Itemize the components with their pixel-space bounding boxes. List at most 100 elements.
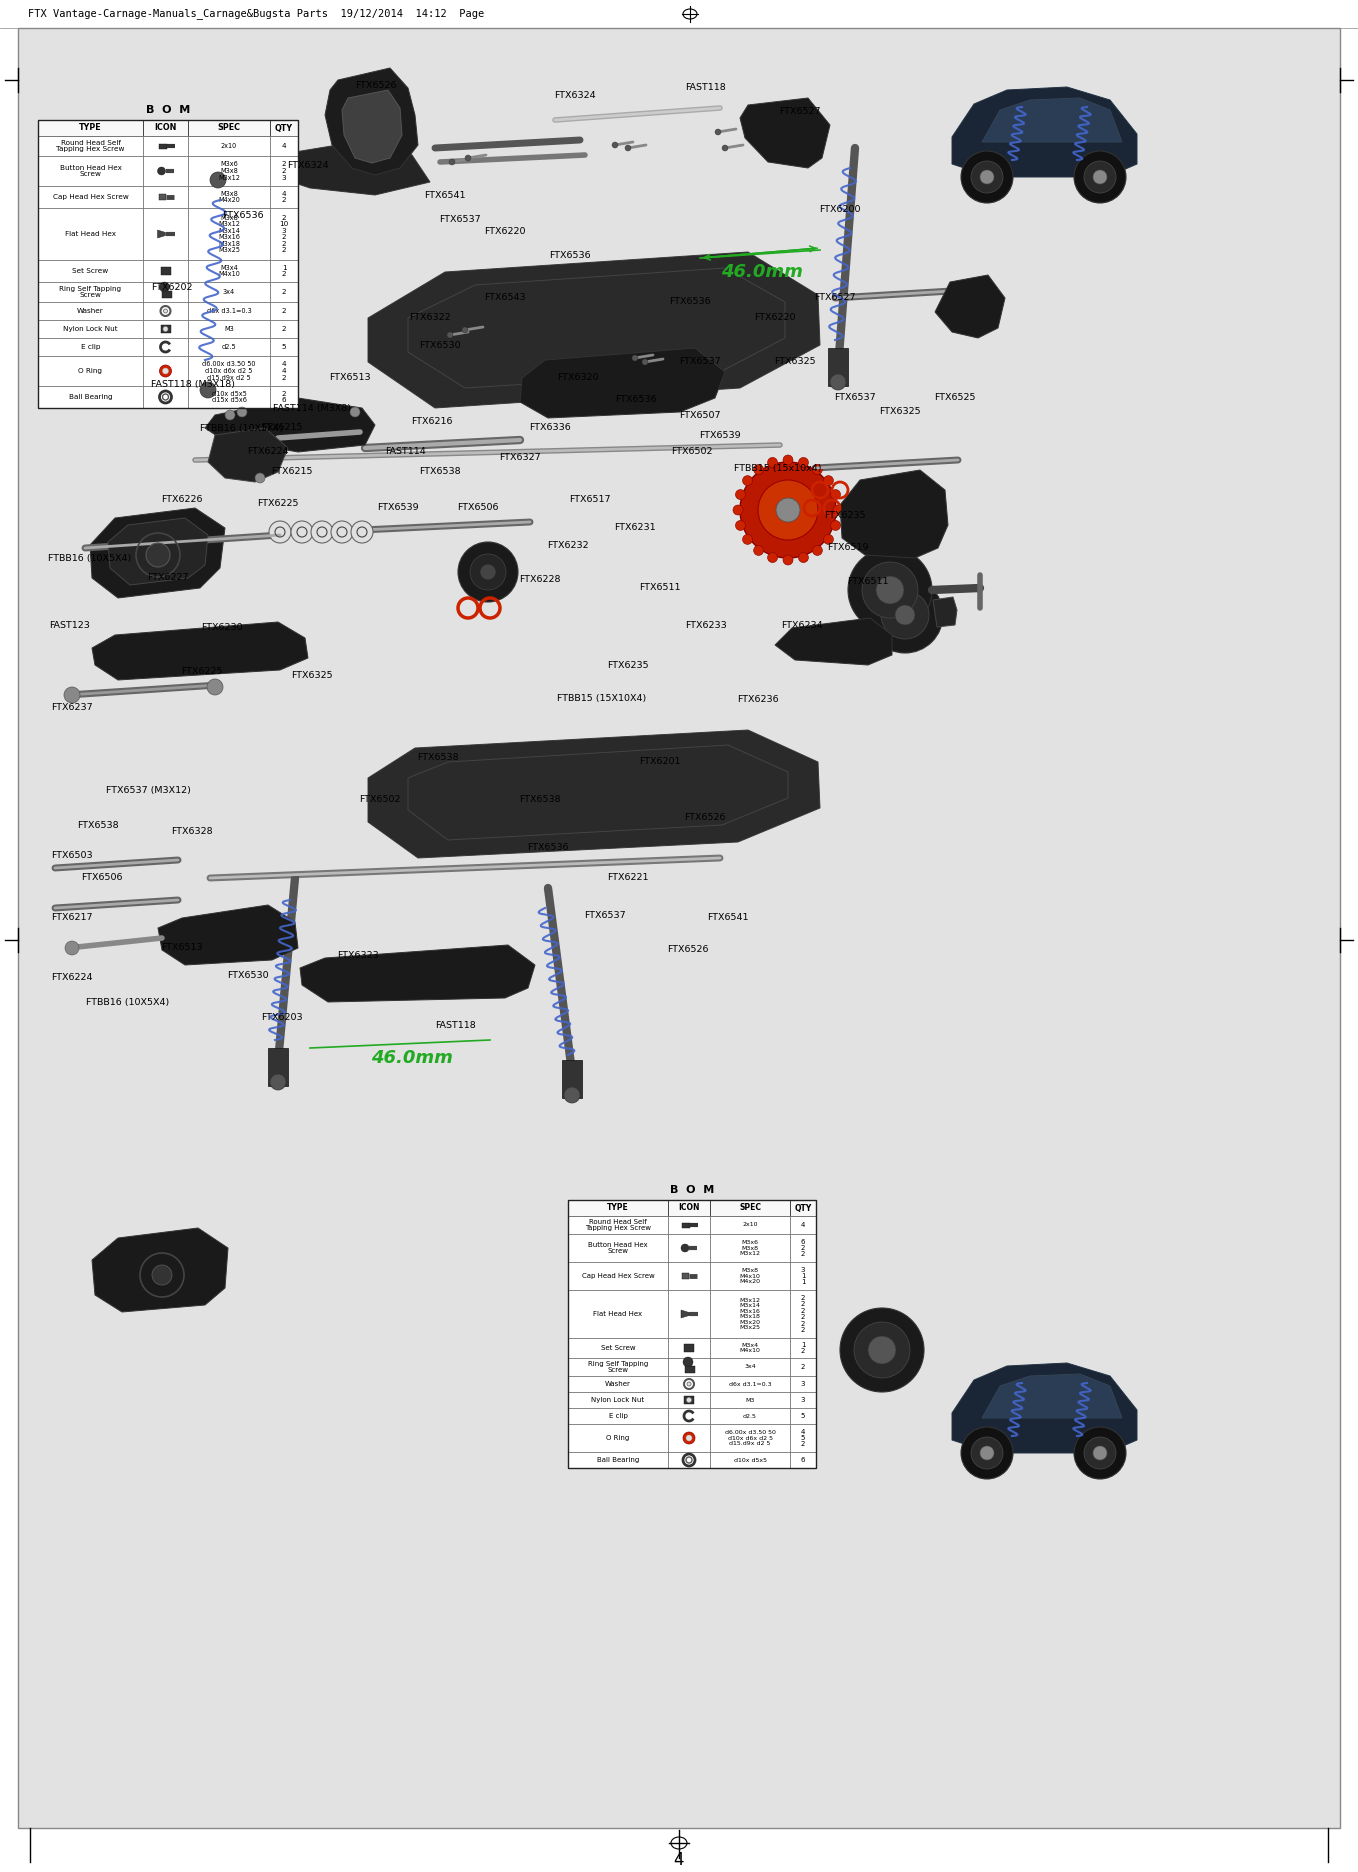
Bar <box>270 185 297 208</box>
Text: FTBB16 (10X5X4): FTBB16 (10X5X4) <box>49 554 132 562</box>
Text: FTX6224: FTX6224 <box>247 447 289 457</box>
Bar <box>790 1290 816 1338</box>
Bar <box>143 208 187 260</box>
Text: FTX6536: FTX6536 <box>527 844 569 852</box>
Bar <box>270 339 297 356</box>
Circle shape <box>799 552 808 563</box>
Circle shape <box>743 475 752 485</box>
Text: FTX6325: FTX6325 <box>879 408 921 416</box>
Text: M3x4
M4x10: M3x4 M4x10 <box>740 1342 760 1353</box>
Text: 2: 2 <box>801 1365 805 1370</box>
Text: 3x4: 3x4 <box>744 1365 756 1370</box>
Bar <box>270 283 297 301</box>
Bar <box>562 1060 583 1099</box>
Text: FTX6502: FTX6502 <box>671 447 713 457</box>
Circle shape <box>612 142 618 148</box>
Polygon shape <box>775 618 892 665</box>
Text: 2
2
2
2
2
2: 2 2 2 2 2 2 <box>801 1295 805 1333</box>
Circle shape <box>716 129 721 135</box>
Text: 4
4
2: 4 4 2 <box>281 361 287 380</box>
Circle shape <box>1093 170 1107 183</box>
Circle shape <box>775 498 800 522</box>
Text: FTX6233: FTX6233 <box>686 620 727 629</box>
Text: Nylon Lock Nut: Nylon Lock Nut <box>592 1397 645 1402</box>
Bar <box>143 386 187 408</box>
Circle shape <box>350 520 373 543</box>
Bar <box>710 1200 790 1217</box>
Bar <box>710 1338 790 1357</box>
Polygon shape <box>680 1310 689 1318</box>
Text: FTX6541: FTX6541 <box>424 191 466 200</box>
Polygon shape <box>841 470 948 558</box>
Bar <box>710 1357 790 1376</box>
Text: M3x8
M4x20: M3x8 M4x20 <box>219 191 240 204</box>
Text: FTX6530: FTX6530 <box>227 970 269 979</box>
Circle shape <box>631 356 638 361</box>
Circle shape <box>854 1322 910 1378</box>
Bar <box>143 320 187 339</box>
Text: FTX6539: FTX6539 <box>699 431 741 440</box>
Polygon shape <box>92 1228 228 1312</box>
Circle shape <box>158 167 166 174</box>
Polygon shape <box>205 399 375 451</box>
Bar <box>668 1376 710 1393</box>
Text: FTX6325: FTX6325 <box>291 670 333 680</box>
Circle shape <box>812 464 823 474</box>
Text: E clip: E clip <box>608 1413 627 1419</box>
Text: FTX6536: FTX6536 <box>223 210 263 219</box>
Bar <box>710 1262 790 1290</box>
Text: FTX6336: FTX6336 <box>530 423 570 432</box>
Text: FTX6526: FTX6526 <box>684 814 725 822</box>
Text: Set Screw: Set Screw <box>72 268 109 273</box>
Circle shape <box>683 1432 695 1443</box>
Circle shape <box>866 577 942 653</box>
Text: FTX6507: FTX6507 <box>679 410 721 419</box>
Text: SPEC: SPEC <box>217 124 240 133</box>
Bar <box>38 137 143 155</box>
Bar <box>143 137 187 155</box>
Text: FTX6543: FTX6543 <box>485 294 526 303</box>
Circle shape <box>65 942 79 955</box>
Bar <box>710 1393 790 1408</box>
Circle shape <box>799 457 808 468</box>
Circle shape <box>64 687 80 704</box>
Bar <box>668 1357 710 1376</box>
Bar <box>790 1393 816 1408</box>
Circle shape <box>971 161 1004 193</box>
Bar <box>38 339 143 356</box>
Text: FTX6513: FTX6513 <box>329 374 371 382</box>
Text: FTX6215: FTX6215 <box>261 423 303 432</box>
Circle shape <box>1084 1438 1116 1470</box>
Text: FTX6324: FTX6324 <box>287 161 329 170</box>
Bar <box>568 1338 668 1357</box>
Bar <box>162 290 171 298</box>
Bar <box>143 301 187 320</box>
Text: FTX6235: FTX6235 <box>824 511 866 520</box>
Circle shape <box>830 374 846 389</box>
Circle shape <box>687 1398 691 1402</box>
Polygon shape <box>158 904 297 964</box>
Text: QTY: QTY <box>794 1204 812 1213</box>
Text: FTX6320: FTX6320 <box>557 374 599 382</box>
Text: FTX6202: FTX6202 <box>151 283 193 292</box>
Text: FAST123: FAST123 <box>49 620 91 629</box>
Circle shape <box>464 155 471 161</box>
Bar <box>668 1408 710 1425</box>
Bar <box>568 1200 668 1217</box>
Circle shape <box>733 505 743 515</box>
Text: FAST118 (M3X18): FAST118 (M3X18) <box>151 380 235 389</box>
Circle shape <box>743 534 752 545</box>
Circle shape <box>687 1382 691 1385</box>
Bar <box>143 155 187 185</box>
Text: 4: 4 <box>801 1222 805 1228</box>
Text: FTX6506: FTX6506 <box>458 504 498 513</box>
Bar <box>38 120 297 408</box>
Bar <box>710 1217 790 1234</box>
Text: FTX6538: FTX6538 <box>420 468 460 477</box>
Bar <box>668 1453 710 1468</box>
Text: Ring Self Tapping
Screw: Ring Self Tapping Screw <box>60 286 122 298</box>
Circle shape <box>831 490 841 500</box>
Bar <box>710 1376 790 1393</box>
Text: d6.00x d3.50 50
d10x d6x d2 5
d15.d9x d2 5: d6.00x d3.50 50 d10x d6x d2 5 d15.d9x d2… <box>202 361 255 380</box>
Text: 2: 2 <box>281 309 287 314</box>
